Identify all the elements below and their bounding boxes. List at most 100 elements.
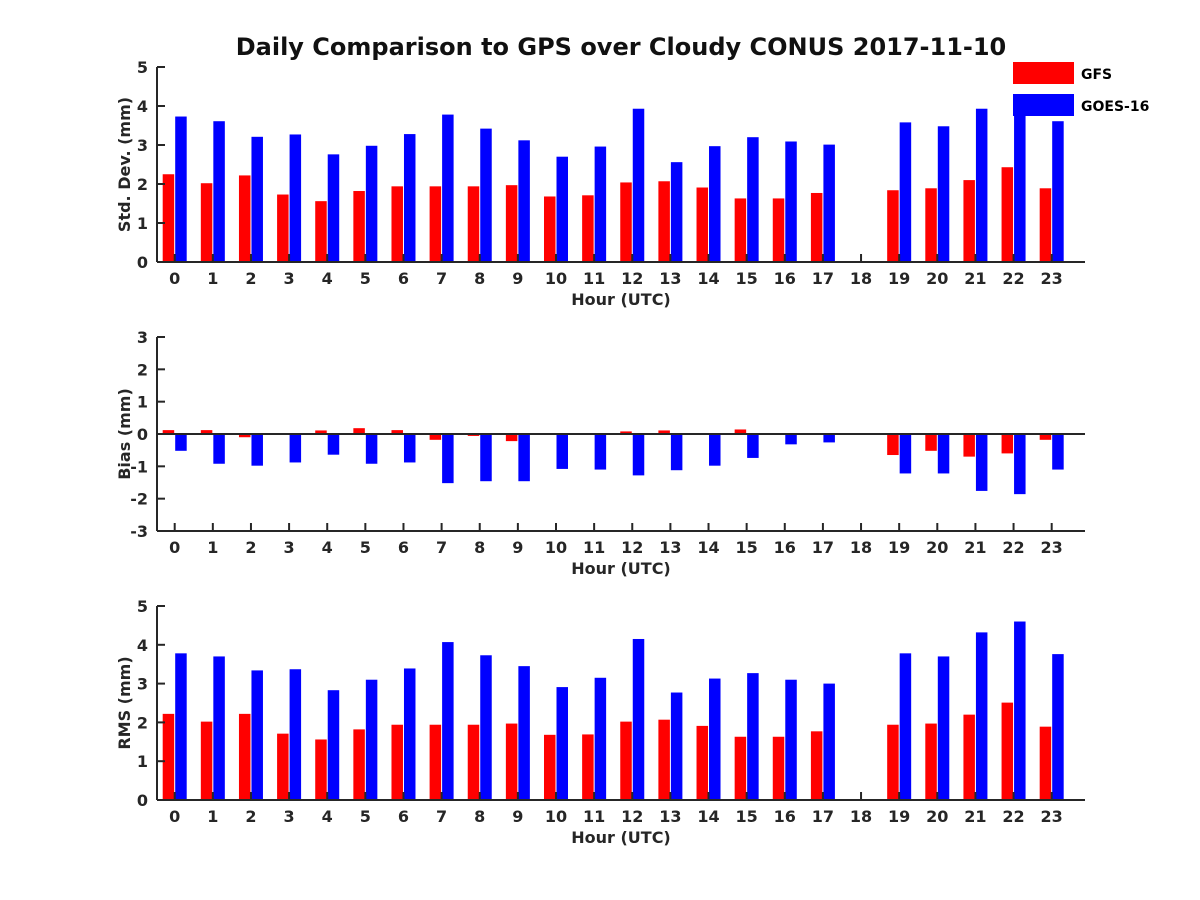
bar-goes16-hour-4: [327, 690, 340, 800]
y-axis-label: RMS (mm): [115, 656, 134, 749]
bar-goes16-hour-20: [937, 434, 950, 474]
y-tick-label: 3: [137, 675, 148, 694]
x-tick-label: 23: [1041, 807, 1063, 826]
bar-gfs-hour-11: [582, 195, 594, 262]
bar-goes16-hour-21: [975, 108, 988, 262]
bar-gfs-hour-19: [887, 434, 899, 456]
x-tick-label: 16: [774, 269, 796, 288]
bar-gfs-hour-12: [620, 182, 632, 262]
bar-goes16-hour-19: [899, 434, 912, 474]
x-tick-label: 1: [207, 269, 218, 288]
x-tick-label: 3: [284, 538, 295, 557]
x-tick-label: 9: [512, 538, 523, 557]
x-tick-label: 18: [850, 807, 872, 826]
bar-goes16-hour-20: [937, 656, 950, 800]
x-tick-label: 2: [245, 269, 256, 288]
bar-gfs-hour-17: [810, 192, 823, 262]
bar-goes16-hour-1: [213, 656, 225, 800]
bar-goes16-hour-10: [556, 687, 568, 800]
bar-goes16-hour-13: [670, 434, 683, 471]
bars: [162, 428, 1064, 495]
bar-gfs-hour-15: [734, 429, 747, 434]
bar-gfs-hour-20: [925, 188, 937, 262]
x-tick-label: 23: [1041, 269, 1063, 288]
bar-gfs-hour-23: [1039, 726, 1052, 800]
bar-goes16-hour-1: [213, 434, 225, 464]
bar-gfs-hour-1: [200, 183, 213, 262]
x-tick-label: 13: [659, 269, 681, 288]
y-tick-label: 4: [137, 97, 148, 116]
x-tick-label: 9: [512, 807, 523, 826]
bar-goes16-hour-12: [632, 434, 645, 476]
x-tick-label: 10: [545, 538, 567, 557]
x-tick-label: 15: [736, 538, 758, 557]
bar-gfs-hour-21: [963, 434, 975, 457]
figure-title: Daily Comparison to GPS over Cloudy CONU…: [236, 33, 1007, 61]
bar-gfs-hour-9: [505, 434, 518, 442]
bar-gfs-hour-8: [467, 186, 480, 262]
bar-gfs-hour-14: [696, 725, 709, 800]
x-tick-label: 18: [850, 269, 872, 288]
y-tick-label: 4: [137, 636, 148, 655]
bar-gfs-hour-20: [925, 434, 937, 451]
y-tick-label: 5: [137, 58, 148, 77]
bar-goes16-hour-7: [442, 114, 454, 262]
x-tick-label: 2: [245, 807, 256, 826]
y-tick-label: -3: [130, 522, 148, 541]
x-tick-label: 17: [812, 269, 834, 288]
y-tick-label: 2: [137, 360, 148, 379]
bar-gfs-hour-23: [1039, 434, 1052, 440]
bar-gfs-hour-16: [772, 736, 785, 800]
x-tick-label: 14: [697, 807, 719, 826]
y-tick-label: 1: [137, 393, 148, 412]
x-tick-label: 18: [850, 538, 872, 557]
bar-goes16-hour-5: [365, 679, 378, 800]
bar-goes16-hour-4: [327, 434, 340, 455]
x-tick-label: 5: [360, 807, 371, 826]
bar-gfs-hour-15: [734, 198, 747, 262]
bar-goes16-hour-7: [442, 434, 454, 484]
bar-gfs-hour-5: [353, 191, 365, 262]
x-tick-label: 11: [583, 538, 605, 557]
bar-gfs-hour-19: [887, 190, 899, 262]
bar-gfs-hour-7: [429, 724, 442, 800]
x-tick-label: 2: [245, 538, 256, 557]
bar-goes16-hour-2: [251, 136, 263, 262]
bar-goes16-hour-22: [1014, 98, 1026, 262]
bar-gfs-hour-16: [772, 198, 785, 262]
bar-goes16-hour-16: [785, 679, 797, 800]
x-tick-label: 5: [360, 269, 371, 288]
x-tick-label: 22: [1002, 807, 1024, 826]
x-tick-label: 10: [545, 269, 567, 288]
bar-gfs-hour-3: [277, 733, 289, 800]
bar-goes16-hour-15: [747, 673, 759, 800]
x-tick-label: 22: [1002, 269, 1024, 288]
x-tick-label: 20: [926, 807, 948, 826]
bar-goes16-hour-9: [518, 140, 530, 262]
x-tick-label: 3: [284, 807, 295, 826]
x-tick-label: 12: [621, 807, 643, 826]
bar-gfs-hour-17: [810, 731, 823, 800]
bar-goes16-hour-3: [289, 134, 302, 262]
bar-gfs-hour-10: [544, 196, 556, 262]
x-tick-label: 19: [888, 538, 910, 557]
bar-gfs-hour-4: [315, 739, 327, 800]
y-tick-label: 1: [137, 752, 148, 771]
legend-label-gfs: GFS: [1081, 67, 1112, 83]
x-tick-label: 0: [169, 807, 180, 826]
bar-gfs-hour-22: [1001, 167, 1014, 262]
y-tick-label: 2: [137, 175, 148, 194]
x-tick-label: 7: [436, 538, 447, 557]
x-tick-label: 6: [398, 807, 409, 826]
bar-goes16-hour-2: [251, 434, 263, 466]
x-tick-label: 15: [736, 807, 758, 826]
bar-goes16-hour-10: [556, 156, 568, 262]
bar-goes16-hour-10: [556, 434, 568, 469]
bar-gfs-hour-11: [582, 734, 594, 800]
bar-goes16-hour-1: [213, 121, 225, 263]
bar-goes16-hour-22: [1014, 434, 1026, 495]
x-axis-label: Hour (UTC): [571, 828, 671, 847]
x-tick-label: 23: [1041, 538, 1063, 557]
